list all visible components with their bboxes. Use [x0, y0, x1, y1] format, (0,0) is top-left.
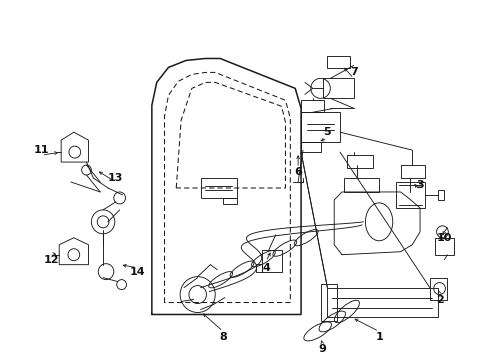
Text: 3: 3: [415, 180, 423, 190]
Text: 11: 11: [34, 145, 49, 155]
Text: 14: 14: [129, 267, 145, 276]
Text: 9: 9: [318, 345, 326, 354]
Text: 8: 8: [219, 332, 226, 342]
Text: 10: 10: [436, 233, 451, 243]
Text: 4: 4: [262, 263, 269, 273]
Text: 5: 5: [323, 127, 330, 137]
Text: 2: 2: [435, 294, 443, 305]
Text: 12: 12: [43, 255, 59, 265]
Text: 7: 7: [349, 67, 357, 77]
Text: 1: 1: [374, 332, 382, 342]
Text: 6: 6: [294, 167, 302, 177]
Text: 13: 13: [108, 173, 123, 183]
